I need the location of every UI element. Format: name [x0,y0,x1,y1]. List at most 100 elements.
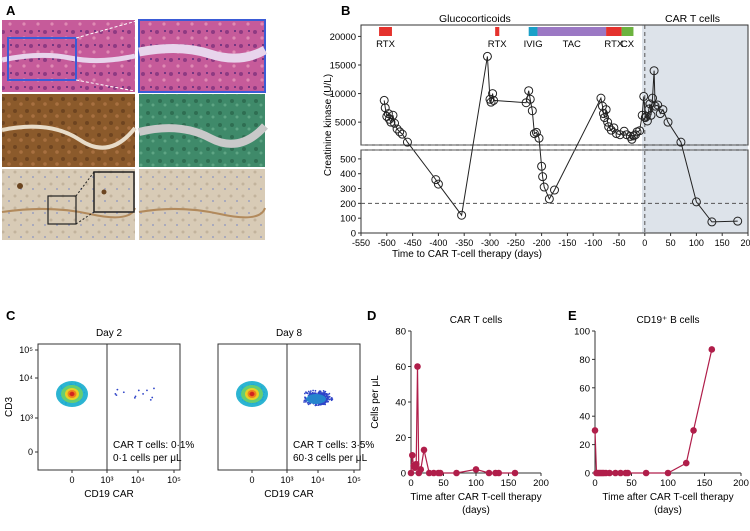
flow-event [323,391,326,394]
ck-data-point [431,175,441,185]
x-axis-label: Time after CAR T-cell therapy [602,492,733,503]
data-point [430,469,438,477]
flow-event [133,396,136,399]
flow-event [134,395,137,398]
x-tick-label: -550 [352,238,370,248]
data-point [617,469,624,477]
flow-event [307,390,310,393]
flow-event [309,391,312,394]
flow-event [307,403,310,406]
flow-plot-title: Day 2 [96,328,123,339]
ck-data-point [531,127,541,137]
treatment-label: RTX [604,39,623,50]
x-tick-label: 50 [438,478,449,489]
car-t-count: 60·3 cells per μL [293,453,368,464]
glucocorticoids-label: Glucocorticoids [439,13,511,25]
car-t-shaded-region [642,25,748,233]
y-tick-label: 10⁵ [19,345,33,355]
flow-plot-title: Day 8 [276,328,303,339]
flow-event [149,398,152,401]
panel-e-chart: CD19⁺ B cells 0 20 40 60 80 100 0 50 100 150 200Tim… [574,315,749,516]
density-contour [249,391,255,397]
x-tick-label: -500 [378,238,396,248]
ck-data-point [648,93,658,103]
treatment-bar [621,27,634,36]
x-tick-label: 100 [689,238,704,248]
density-contour [306,394,326,404]
data-point [472,466,480,473]
x-tick-label: 50 [666,238,676,248]
x-axis-label: Time after CAR T-cell therapy [410,492,541,503]
data-point [606,469,613,477]
flow-event [306,402,309,404]
histology-panel [1,19,268,240]
ck-data-point [601,105,611,115]
x-axis-label-units: (days) [462,505,490,516]
x-axis-label-units: (days) [654,505,682,516]
data-point [624,469,632,477]
dab-stain-image [2,94,135,167]
flow-event [322,390,325,392]
data-point [690,427,697,434]
y-tick-label: 5000 [335,118,356,129]
x-tick-label: 0 [642,238,647,248]
y-tick-label: 40 [395,398,406,409]
ck-data-point [534,133,544,143]
car-t-count: 0·1 cells per μL [113,453,182,464]
y-axis-label: Creatinine kinase (U/L) [323,74,334,176]
y-tick-label: 20 [395,433,406,444]
ck-data-point [537,161,547,171]
flow-event [153,387,155,390]
x-tick-label: -250 [507,238,525,248]
x-tick-label: -300 [481,238,499,248]
x-tick-label: 100 [660,478,676,489]
y-tick-label: 100 [574,327,590,338]
flow-event [311,392,314,395]
car-t-period-label: CAR T cells [665,13,720,25]
x-axis-label: CD19 CAR [84,489,133,500]
ck-data-point [527,106,537,116]
data-point [664,469,672,477]
ck-data-point [544,194,554,204]
panel-d-chart: CAR T cells 0 20 40 60 80 0 50 100 150 200 Cells pe… [370,315,549,516]
flow-event [151,396,154,399]
flow-event [318,390,321,393]
y-tick-label: 0 [401,469,406,480]
ck-data-point [538,172,548,182]
y-tick-label: 10000 [330,89,356,100]
ck-data-point [482,51,492,61]
x-tick-label: -350 [455,238,473,248]
x-tick-label: 200 [733,478,749,489]
ck-data-point [609,123,619,133]
flow-event [146,389,148,392]
flow-event [326,400,329,403]
flow-event [331,398,333,401]
data-point [425,469,433,477]
flow-event [312,389,314,392]
ck-data-point [637,110,647,120]
ck-data-point [488,89,498,99]
car-t-percentage: CAR T cells: 0·1% [113,440,194,451]
flow-event [328,398,331,401]
panel-label-d: D [367,308,376,323]
vessel-streak [1,52,136,64]
y-tick-label: 40 [579,412,590,423]
x-tick-label: -400 [429,238,447,248]
upper-axes-frame [360,24,749,146]
data-point [414,363,421,370]
treatment-bar [537,27,607,36]
chart-title: CD19⁺ B cells [636,315,699,326]
x-tick-label: 150 [501,478,517,489]
data-point [511,469,519,477]
treatment-label: CX [621,39,635,50]
y-tick-label: 0 [351,229,356,240]
y-tick-label: 0 [28,447,33,457]
ck-data-point [550,185,559,195]
flow-event [309,390,312,392]
x-tick-label: -50 [612,238,625,248]
ck-data-point [649,66,659,76]
ck-data-point [392,124,402,134]
x-axis-label: Time to CAR T-cell therapy (days) [392,249,542,260]
ck-data-point [395,127,405,137]
